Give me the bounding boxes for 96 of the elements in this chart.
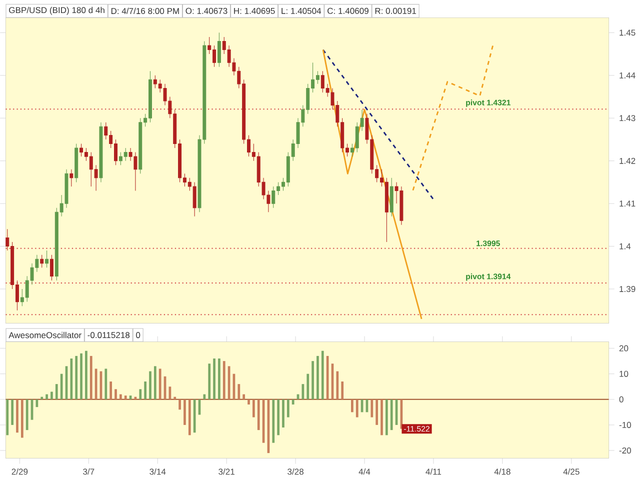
bar — [242, 394, 246, 400]
bar — [312, 361, 314, 400]
bar — [203, 394, 206, 400]
bar — [370, 399, 374, 418]
y-tick-label: 1.39 — [620, 286, 636, 292]
bar — [277, 399, 280, 436]
y-tick-label: 1.41 — [620, 200, 636, 206]
text: 0 — [136, 332, 140, 338]
y-tick-label: 1.4 — [620, 243, 631, 250]
bar — [222, 361, 226, 400]
candlestick — [217, 32, 221, 68]
y-tick-label: -10 — [619, 422, 632, 428]
x-tick-label: 3/28 — [288, 468, 304, 475]
y-tick-label: 10 — [620, 370, 628, 377]
bar — [20, 399, 24, 438]
y-tick-label: 1.45 — [620, 30, 636, 36]
bar — [257, 399, 260, 430]
bar — [385, 399, 388, 436]
bar — [158, 368, 162, 400]
x-tick-label: 3/21 — [218, 468, 234, 475]
text: L: 1.40504 — [282, 8, 322, 14]
bar — [336, 371, 339, 400]
y-tick-label: 20 — [619, 345, 628, 352]
candlestick — [45, 250, 49, 268]
y-tick-label: 1.43 — [620, 115, 636, 122]
bar — [376, 399, 378, 425]
bar — [149, 371, 152, 400]
bar — [70, 358, 73, 400]
bar — [282, 399, 284, 428]
candlestick — [99, 122, 103, 182]
bar — [218, 358, 220, 400]
text: -0.0115218 — [88, 332, 130, 338]
bar — [120, 394, 122, 400]
bar — [351, 399, 354, 412]
bar — [80, 353, 82, 400]
candlestick — [390, 178, 394, 217]
bar — [144, 381, 146, 400]
bar — [139, 389, 142, 400]
bar — [390, 399, 393, 430]
bar — [341, 381, 344, 400]
bar — [184, 399, 186, 425]
bar — [40, 396, 44, 400]
bar — [188, 399, 191, 436]
bar — [178, 399, 181, 410]
bar — [90, 356, 92, 400]
bar — [16, 399, 18, 433]
x-tick-label: 3/14 — [150, 468, 166, 475]
x-tick-label: 3/7 — [83, 468, 94, 475]
bar — [248, 399, 250, 404]
bar — [124, 396, 127, 400]
bar — [286, 399, 290, 418]
bar — [26, 399, 28, 430]
text: AwesomeOscillator — [8, 332, 82, 338]
y-tick-label: 1.42 — [620, 158, 636, 164]
bar — [252, 399, 255, 418]
bar — [104, 368, 108, 400]
bar — [11, 399, 14, 425]
text: C: 1.40609 — [328, 8, 368, 14]
bar — [208, 364, 211, 400]
candlestick — [40, 254, 44, 268]
bar — [213, 358, 216, 400]
text: D: 4/7/16 8:00 PM — [111, 8, 179, 14]
bar — [306, 374, 310, 400]
text: O: 1.40673 — [186, 8, 228, 14]
y-tick-label: 0 — [619, 396, 624, 402]
bar — [174, 396, 176, 400]
bar — [55, 384, 58, 400]
candlestick — [70, 169, 74, 187]
text: GBP/USD (BID) 180 d 4h — [9, 6, 104, 15]
bar — [154, 366, 156, 400]
bar — [326, 356, 329, 400]
candlestick — [74, 143, 78, 182]
bar — [46, 394, 48, 400]
x-tick-label: 4/25 — [563, 468, 580, 475]
y-tick-label: 1.44 — [620, 72, 636, 78]
y-tick-label: -20 — [619, 447, 632, 454]
x-tick-label: 4/4 — [358, 468, 370, 475]
x-tick-label: 2/29 — [12, 468, 28, 475]
bar — [114, 389, 117, 400]
bar — [321, 350, 324, 400]
bar — [6, 399, 9, 436]
bar — [75, 356, 78, 400]
bar — [110, 381, 112, 400]
bar — [356, 399, 358, 418]
bar — [292, 399, 294, 404]
text: H: 1.40695 — [234, 8, 275, 14]
bar — [316, 356, 319, 400]
bar — [272, 399, 275, 443]
bar — [50, 392, 53, 400]
bar — [380, 399, 383, 436]
candlestick — [50, 254, 54, 281]
bar — [85, 350, 88, 400]
text: R: 0.00191 — [375, 8, 416, 14]
x-tick-label: 4/18 — [494, 468, 510, 475]
x-tick-label: 4/11 — [426, 468, 442, 475]
bar — [238, 384, 240, 400]
